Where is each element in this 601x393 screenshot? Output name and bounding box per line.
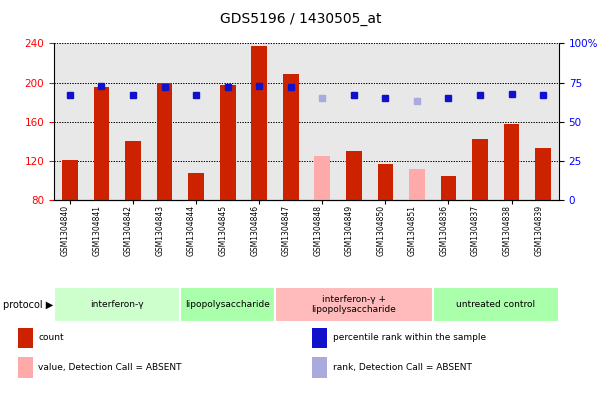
Text: GSM1304847: GSM1304847 <box>282 205 291 256</box>
Bar <box>528 43 559 200</box>
Text: interferon-γ: interferon-γ <box>90 300 144 309</box>
Bar <box>157 83 172 200</box>
Text: count: count <box>38 333 64 342</box>
Text: protocol ▶: protocol ▶ <box>3 299 53 310</box>
Text: GSM1304839: GSM1304839 <box>534 205 543 256</box>
Text: GSM1304846: GSM1304846 <box>250 205 259 256</box>
Bar <box>472 138 488 200</box>
Text: GSM1304850: GSM1304850 <box>376 205 385 256</box>
Bar <box>243 43 275 200</box>
Bar <box>313 357 327 378</box>
Text: GSM1304843: GSM1304843 <box>156 205 165 256</box>
Text: GSM1304841: GSM1304841 <box>93 205 102 255</box>
Bar <box>180 287 275 322</box>
Bar <box>117 43 149 200</box>
Bar <box>370 43 401 200</box>
Bar <box>180 43 212 200</box>
Text: GSM1304836: GSM1304836 <box>439 205 448 256</box>
Bar <box>401 43 433 200</box>
Bar <box>313 327 327 348</box>
Bar <box>346 151 362 200</box>
Bar <box>441 176 456 200</box>
Bar <box>54 43 85 200</box>
Bar <box>275 287 433 322</box>
Bar <box>94 87 109 200</box>
Text: GSM1304848: GSM1304848 <box>313 205 322 255</box>
Bar <box>149 43 180 200</box>
Text: GSM1304837: GSM1304837 <box>471 205 480 256</box>
Bar <box>464 43 496 200</box>
Text: GSM1304849: GSM1304849 <box>345 205 354 256</box>
Text: rank, Detection Call = ABSENT: rank, Detection Call = ABSENT <box>333 363 472 372</box>
Text: interferon-γ +
lipopolysaccharide: interferon-γ + lipopolysaccharide <box>311 295 396 314</box>
Bar <box>18 327 32 348</box>
Text: percentile rank within the sample: percentile rank within the sample <box>333 333 486 342</box>
Bar <box>62 160 78 200</box>
Text: lipopolysaccharide: lipopolysaccharide <box>185 300 270 309</box>
Bar <box>212 43 243 200</box>
Bar <box>377 164 393 200</box>
Bar <box>535 148 551 200</box>
Bar <box>338 43 370 200</box>
Bar <box>220 85 236 200</box>
Bar <box>283 73 299 200</box>
Text: GSM1304845: GSM1304845 <box>219 205 228 256</box>
Text: value, Detection Call = ABSENT: value, Detection Call = ABSENT <box>38 363 182 372</box>
Bar <box>125 141 141 200</box>
Text: untreated control: untreated control <box>456 300 535 309</box>
Bar <box>409 169 425 200</box>
Bar <box>18 357 32 378</box>
Bar <box>188 173 204 200</box>
Bar <box>275 43 307 200</box>
Bar <box>54 287 180 322</box>
Bar <box>433 287 559 322</box>
Text: GSM1304842: GSM1304842 <box>124 205 133 255</box>
Text: GSM1304844: GSM1304844 <box>187 205 196 256</box>
Bar <box>433 43 464 200</box>
Text: GSM1304851: GSM1304851 <box>408 205 417 255</box>
Bar <box>314 156 330 200</box>
Text: GDS5196 / 1430505_at: GDS5196 / 1430505_at <box>220 12 381 26</box>
Bar <box>85 43 117 200</box>
Bar <box>496 43 528 200</box>
Text: GSM1304838: GSM1304838 <box>502 205 511 255</box>
Bar <box>251 46 267 200</box>
Bar <box>307 43 338 200</box>
Bar <box>504 124 519 200</box>
Text: GSM1304840: GSM1304840 <box>61 205 70 256</box>
